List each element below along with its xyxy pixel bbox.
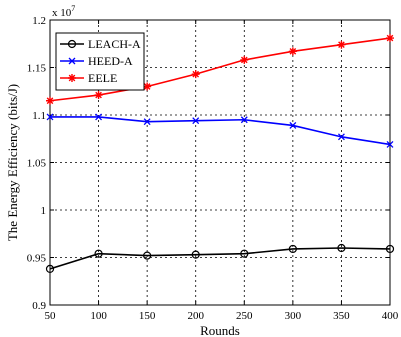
data-point-leach-a: [288, 244, 297, 254]
data-point-heed-a: [46, 113, 54, 121]
data-point-leach-a: [191, 250, 200, 259]
series-line-leach-a: [49, 247, 391, 270]
data-point-eele: [240, 55, 249, 64]
y-tick-label: 1.2: [32, 15, 46, 27]
x-tick-label: 200: [187, 310, 204, 322]
data-point-leach-a: [337, 243, 346, 253]
data-point-heed-a: [192, 117, 200, 125]
x-tick-label: 350: [333, 310, 350, 322]
series-line-eele: [49, 37, 391, 102]
legend: LEACH-A HEED-A EELE: [55, 32, 145, 91]
x-tick-label: 250: [236, 310, 253, 322]
data-point-eele: [386, 34, 394, 43]
data-point-heed-a: [95, 113, 103, 121]
x-tick-label: 150: [139, 310, 156, 322]
x-tick-label: 300: [285, 310, 302, 322]
legend-label-heed-a: HEED-A: [88, 54, 133, 68]
x-tick-label: 400: [382, 310, 399, 322]
y-tick-label: 0.9: [32, 300, 46, 312]
y-tick-label: 1.15: [27, 63, 47, 75]
data-point-heed-a: [143, 118, 151, 126]
data-point-eele: [288, 47, 297, 56]
legend-marker-leach-a: [67, 39, 77, 49]
data-series: [45, 34, 395, 273]
data-point-leach-a: [385, 244, 395, 254]
legend-label-leach-a: LEACH-A: [88, 37, 141, 51]
series-line-heed-a: [50, 116, 391, 146]
y-tick-label: 1.1: [32, 110, 46, 122]
legend-marker-eele: [68, 74, 76, 82]
data-point-leach-a: [45, 264, 55, 273]
y-axis-multiplier-base: x 10: [52, 7, 72, 19]
legend-items: LEACH-A HEED-A EELE: [60, 37, 141, 85]
x-axis-title: Rounds: [200, 323, 240, 337]
data-point-heed-a: [240, 116, 248, 124]
y-axis-multiplier-exponent: 7: [71, 4, 75, 13]
data-point-eele: [143, 82, 152, 91]
data-point-eele: [94, 91, 103, 100]
y-tick-label: 0.95: [27, 253, 47, 265]
data-point-heed-a: [337, 133, 345, 141]
y-axis-title: The Energy Efficiency (bits/J): [5, 84, 20, 241]
data-point-heed-a: [386, 140, 394, 148]
y-axis-multiplier: x 107: [52, 4, 75, 19]
data-point-leach-a: [143, 251, 152, 260]
data-point-heed-a: [289, 121, 297, 129]
x-tick-label: 50: [45, 310, 57, 322]
legend-label-eele: EELE: [88, 71, 117, 85]
data-point-eele: [337, 40, 346, 49]
data-point-leach-a: [240, 249, 249, 258]
x-tick-label: 100: [90, 310, 107, 322]
legend-marker-heed-a: [68, 57, 76, 65]
y-tick-label: 1.05: [27, 158, 47, 170]
axis-ticks: 50 100 150 200 250 300 350 400 0.9 0.95 1 1.05 1.1 1.…: [27, 15, 399, 322]
data-point-eele: [191, 70, 200, 79]
data-point-eele: [46, 96, 54, 105]
y-tick-label: 1: [41, 205, 47, 217]
data-point-leach-a: [94, 249, 103, 258]
